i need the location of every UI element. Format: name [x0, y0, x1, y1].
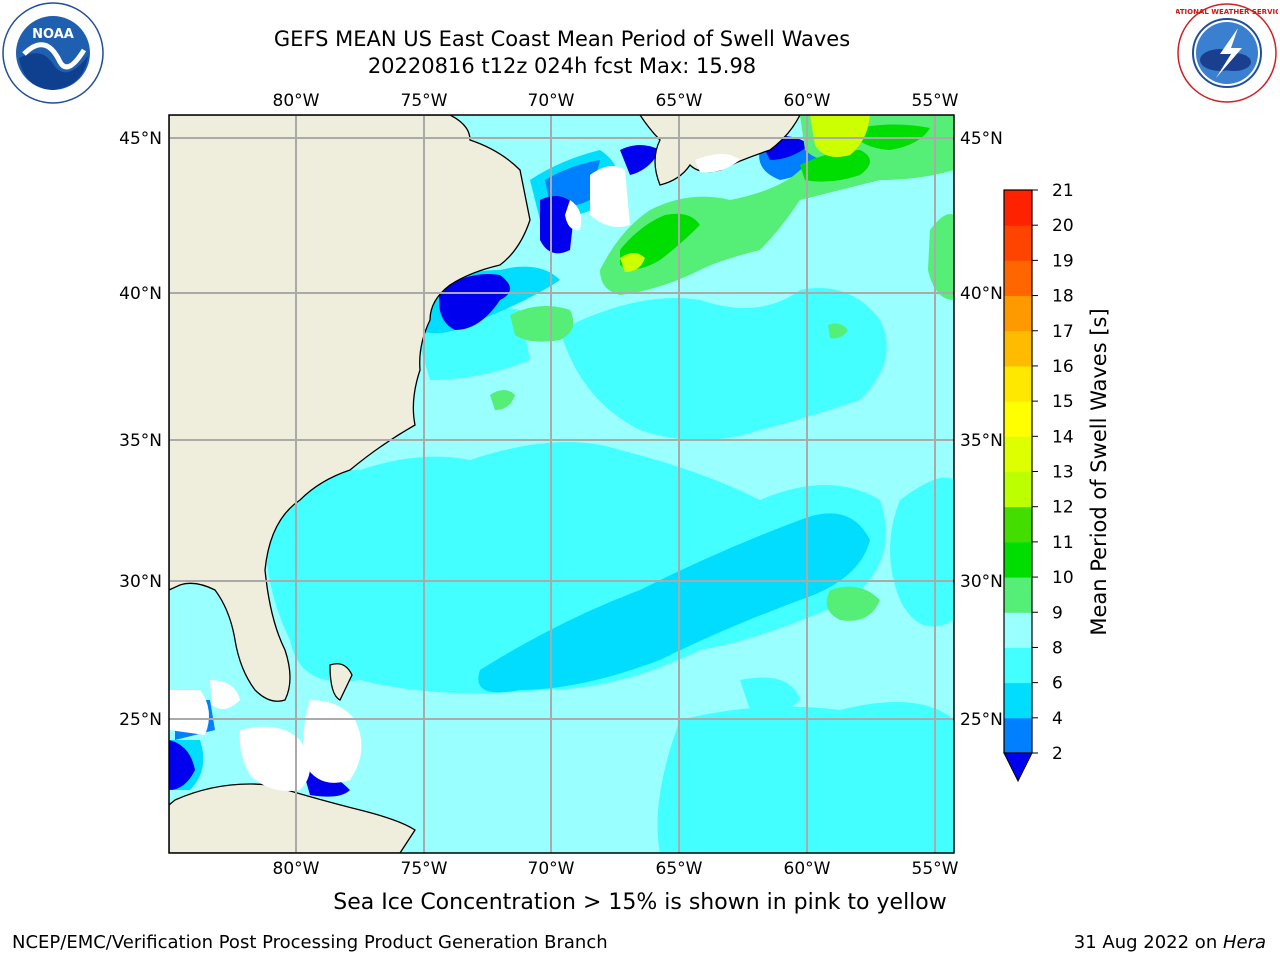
lon-label: 80°W	[273, 859, 320, 879]
lon-label: 55°W	[912, 859, 959, 879]
lat-label: 45°N	[119, 129, 162, 149]
colorbar-swatch	[1004, 647, 1032, 684]
producer-credit: NCEP/EMC/Verification Post Processing Pr…	[12, 932, 608, 953]
colorbar-tick-label: 16	[1052, 357, 1074, 377]
lon-labels-top: 80°W 75°W 70°W 65°W 60°W 55°W	[273, 91, 959, 111]
lat-label: 30°N	[960, 572, 1003, 592]
contour-13-15	[620, 115, 870, 272]
contour-6-8	[264, 288, 954, 853]
colorbar-tick-label: 4	[1052, 709, 1063, 729]
lon-label: 60°W	[784, 859, 831, 879]
nws-logo-icon: NATIONAL WEATHER SERVICE	[1176, 3, 1278, 103]
colorbar-tick-label: 14	[1052, 427, 1074, 447]
sea-ice-note: Sea Ice Concentration > 15% is shown in …	[333, 890, 947, 915]
noaa-logo-text: NOAA	[32, 27, 74, 42]
lon-label: 65°W	[656, 91, 703, 111]
colorbar-swatch	[1004, 471, 1032, 508]
colorbar-tick-label: 18	[1052, 287, 1074, 307]
lon-label: 55°W	[912, 91, 959, 111]
colorbar-swatch	[1004, 190, 1032, 226]
run-date: 31 Aug 2022 on Hera	[1074, 932, 1266, 953]
colorbar-tick-label: 10	[1052, 568, 1074, 588]
colorbar-tick-label: 6	[1052, 674, 1063, 694]
lon-label: 75°W	[401, 91, 448, 111]
colorbar-swatch	[1004, 260, 1032, 297]
lon-label: 80°W	[273, 91, 320, 111]
colorbar-swatch	[1004, 612, 1032, 648]
colorbar-tick-label: 20	[1052, 216, 1074, 236]
lat-labels-right: 45°N 40°N 35°N 30°N 25°N	[960, 129, 1003, 730]
colorbar-tick-label: 17	[1052, 322, 1074, 342]
colorbar-tick-label: 9	[1052, 603, 1063, 623]
colorbar-swatch	[1004, 577, 1032, 613]
lat-label: 25°N	[119, 710, 162, 730]
colorbar-swatch	[1004, 401, 1032, 437]
colorbar-tick-label: 8	[1052, 638, 1063, 658]
no-data-areas	[169, 154, 740, 791]
colorbar-tick-label: 11	[1052, 533, 1074, 553]
colorbar-swatch	[1004, 506, 1032, 543]
bahamas-land	[329, 663, 353, 701]
cuba-land	[169, 783, 416, 853]
colorbar: 2 4 6 8 9 10 11 12 13 14 15 16 17 18 19 20 21	[1003, 181, 1074, 783]
colorbar-tick-label: 15	[1052, 392, 1074, 412]
nws-logo-text: NATIONAL WEATHER SERVICE	[1176, 8, 1278, 16]
colorbar-tick-label: 19	[1052, 251, 1074, 271]
colorbar-tick-label: 21	[1052, 181, 1074, 201]
colorbar-swatch	[1004, 225, 1032, 261]
machine-name: Hera	[1222, 932, 1266, 953]
colorbar-swatch	[1004, 682, 1032, 719]
graticule	[169, 115, 954, 853]
chart-title: GEFS MEAN US East Coast Mean Period of S…	[273, 27, 851, 51]
lat-label: 25°N	[960, 710, 1003, 730]
colorbar-swatch	[1004, 436, 1032, 472]
lat-label: 35°N	[960, 431, 1003, 451]
lat-label: 30°N	[119, 572, 162, 592]
colorbar-tick-label: 12	[1052, 498, 1074, 518]
map-frame	[168, 114, 955, 854]
colorbar-under-triangle	[1003, 752, 1033, 783]
lat-label: 40°N	[960, 284, 1003, 304]
lon-label: 60°W	[784, 91, 831, 111]
lat-label: 40°N	[119, 284, 162, 304]
lon-label: 75°W	[401, 859, 448, 879]
colorbar-swatch	[1004, 717, 1032, 754]
lat-label: 35°N	[119, 431, 162, 451]
colorbar-swatch	[1004, 330, 1032, 367]
run-date-text: 31 Aug 2022 on	[1073, 932, 1223, 953]
lon-label: 70°W	[528, 859, 575, 879]
map-field	[169, 115, 954, 853]
lat-labels-left: 45°N 40°N 35°N 30°N 25°N	[119, 129, 162, 730]
colorbar-swatch	[1004, 541, 1032, 578]
lat-label: 45°N	[960, 129, 1003, 149]
noaa-logo-icon: NOAA	[2, 2, 104, 104]
colorbar-swatch	[1004, 295, 1032, 332]
lon-label: 70°W	[528, 91, 575, 111]
chart-subtitle: 20220816 t12z 024h fcst Max: 15.98	[367, 54, 757, 78]
lon-labels-bottom: 80°W 75°W 70°W 65°W 60°W 55°W	[273, 859, 959, 879]
colorbar-swatch	[1004, 365, 1032, 402]
colorbar-tick-label: 2	[1052, 744, 1063, 764]
colorbar-label: Mean Period of Swell Waves [s]	[1087, 308, 1111, 635]
lon-label: 65°W	[656, 859, 703, 879]
north-america-land	[169, 115, 531, 702]
colorbar-tick-label: 13	[1052, 463, 1074, 483]
